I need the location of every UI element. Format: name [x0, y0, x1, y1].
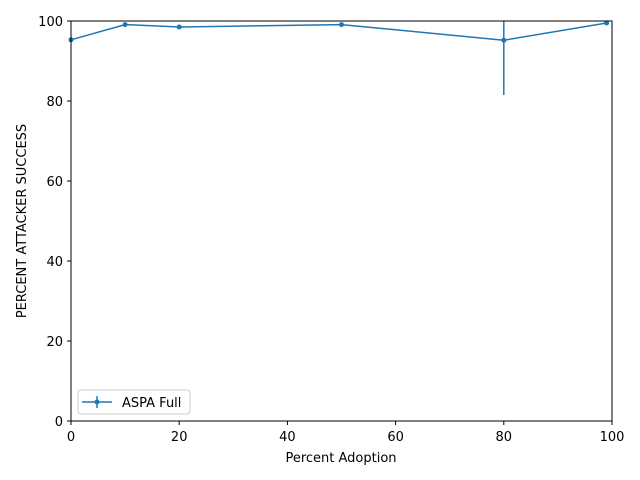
x-tick-label: 20 [171, 430, 188, 445]
y-tick-label: 20 [46, 335, 63, 350]
series-line [70, 22, 607, 41]
axes: 0 20 40 60 80 100 0 20 40 60 80 100 [38, 15, 624, 445]
legend-marker [94, 399, 100, 405]
x-tick-label: 0 [67, 430, 75, 445]
x-tick-label: 60 [387, 430, 404, 445]
x-tick-label: 80 [496, 430, 513, 445]
legend: ASPA Full [77, 389, 191, 415]
data-point [501, 37, 507, 43]
data-point [122, 22, 128, 28]
data-point [176, 24, 182, 30]
data-point [339, 22, 344, 28]
y-axis-label: PERCENT ATTACKER SUCCESS [15, 124, 30, 318]
plot-area [68, 20, 610, 95]
legend-label: ASPA Full [122, 396, 181, 411]
data-point [604, 20, 610, 26]
x-tick-label: 40 [279, 430, 296, 445]
axes-frame [70, 20, 613, 422]
y-tick-label: 80 [46, 95, 63, 110]
y-tick-label: 0 [55, 415, 63, 430]
y-tick-label: 100 [38, 15, 63, 30]
y-tick-label: 60 [46, 175, 63, 190]
y-tick-label: 40 [46, 255, 63, 270]
x-tick-label: 100 [600, 430, 625, 445]
x-axis-label: Percent Adoption [285, 451, 396, 466]
legend-frame [77, 389, 191, 415]
